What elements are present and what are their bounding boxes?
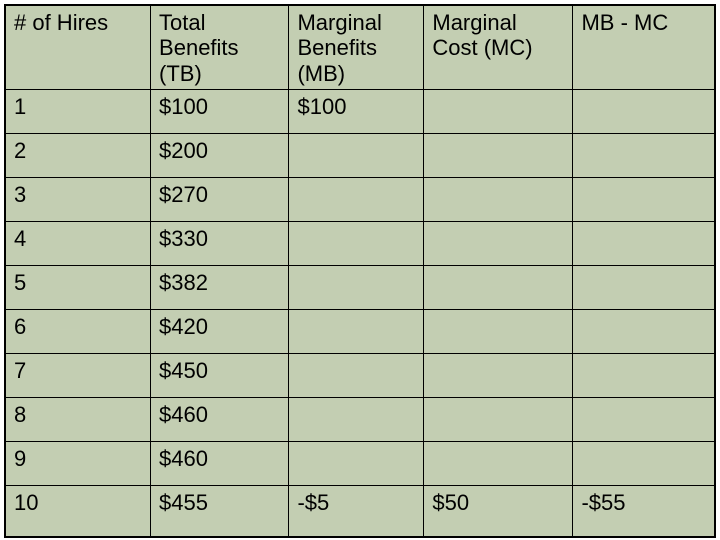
col-header-mbmc: MB - MC (573, 5, 715, 89)
cell-tb: $200 (151, 133, 289, 177)
table-row: 5 $382 (5, 265, 715, 309)
table-row: 3 $270 (5, 177, 715, 221)
table-row: 8 $460 (5, 397, 715, 441)
cell-hires: 8 (5, 397, 151, 441)
cell-tb: $450 (151, 353, 289, 397)
cell-tb: $455 (151, 485, 289, 537)
cell-mc (424, 89, 573, 133)
cell-hires: 4 (5, 221, 151, 265)
table-row: 7 $450 (5, 353, 715, 397)
cell-mb (289, 309, 424, 353)
cell-mc (424, 309, 573, 353)
cell-hires: 5 (5, 265, 151, 309)
cell-tb: $460 (151, 397, 289, 441)
cell-mc (424, 353, 573, 397)
col-header-tb: Total Benefits (TB) (151, 5, 289, 89)
cell-hires: 2 (5, 133, 151, 177)
cell-hires: 10 (5, 485, 151, 537)
cell-mbmc (573, 221, 715, 265)
cell-hires: 3 (5, 177, 151, 221)
cell-mbmc (573, 441, 715, 485)
cell-mc (424, 397, 573, 441)
cell-mc (424, 177, 573, 221)
cell-mb (289, 265, 424, 309)
table-row: 2 $200 (5, 133, 715, 177)
cell-mc (424, 441, 573, 485)
data-table: # of Hires Total Benefits (TB) Marginal … (4, 4, 716, 538)
cell-mc (424, 221, 573, 265)
cell-tb: $420 (151, 309, 289, 353)
cell-mc: $50 (424, 485, 573, 537)
cell-tb: $100 (151, 89, 289, 133)
table-row: 1 $100 $100 (5, 89, 715, 133)
col-header-mc: Marginal Cost (MC) (424, 5, 573, 89)
cell-mb (289, 221, 424, 265)
cell-tb: $270 (151, 177, 289, 221)
cell-tb: $330 (151, 221, 289, 265)
cell-mbmc (573, 89, 715, 133)
cell-mb (289, 441, 424, 485)
table-row: 9 $460 (5, 441, 715, 485)
header-row: # of Hires Total Benefits (TB) Marginal … (5, 5, 715, 89)
cell-tb: $460 (151, 441, 289, 485)
cell-tb: $382 (151, 265, 289, 309)
cell-mbmc (573, 397, 715, 441)
cell-mb (289, 353, 424, 397)
cell-mb: $100 (289, 89, 424, 133)
col-header-hires: # of Hires (5, 5, 151, 89)
col-header-mb: Marginal Benefits (MB) (289, 5, 424, 89)
cell-mbmc: -$55 (573, 485, 715, 537)
cell-mbmc (573, 133, 715, 177)
table-row: 10 $455 -$5 $50 -$55 (5, 485, 715, 537)
cell-mb: -$5 (289, 485, 424, 537)
table-row: 6 $420 (5, 309, 715, 353)
cell-mbmc (573, 353, 715, 397)
economics-table: # of Hires Total Benefits (TB) Marginal … (4, 4, 716, 536)
cell-hires: 7 (5, 353, 151, 397)
cell-mb (289, 397, 424, 441)
cell-hires: 6 (5, 309, 151, 353)
cell-mc (424, 133, 573, 177)
cell-mbmc (573, 177, 715, 221)
cell-mb (289, 177, 424, 221)
cell-hires: 1 (5, 89, 151, 133)
cell-mc (424, 265, 573, 309)
cell-mbmc (573, 265, 715, 309)
table-row: 4 $330 (5, 221, 715, 265)
cell-hires: 9 (5, 441, 151, 485)
cell-mb (289, 133, 424, 177)
cell-mbmc (573, 309, 715, 353)
